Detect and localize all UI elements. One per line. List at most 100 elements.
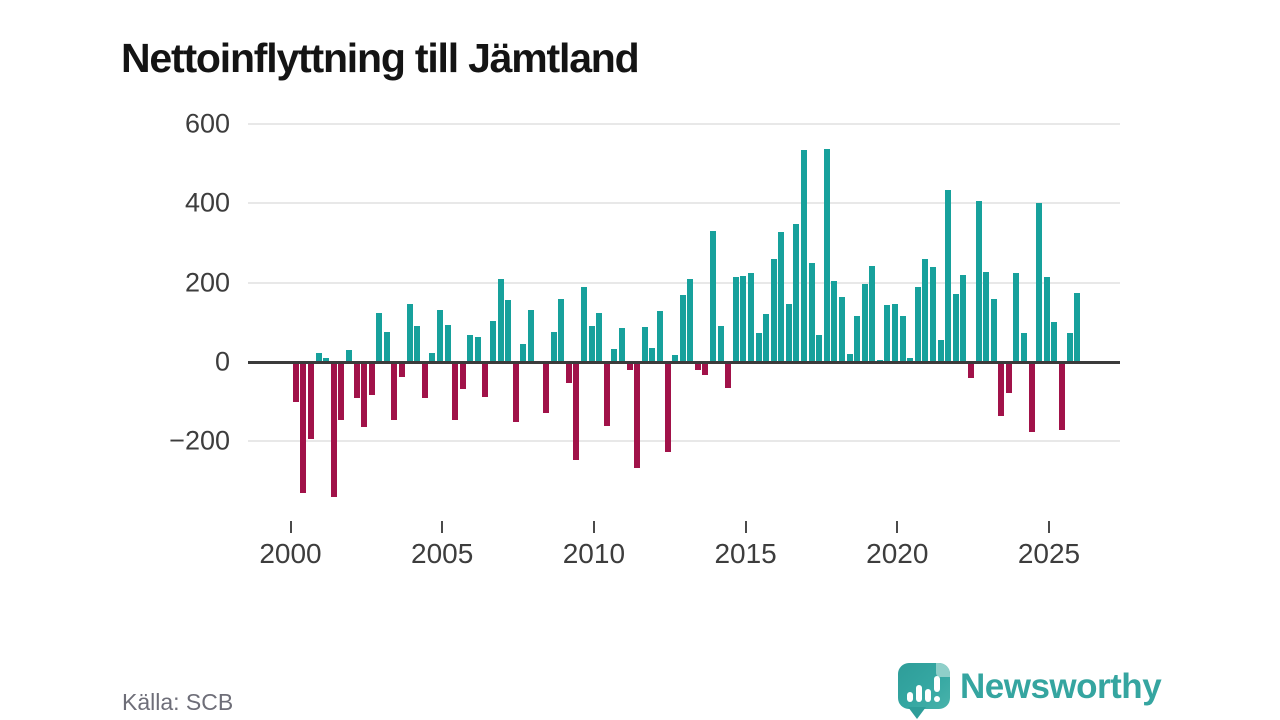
bar-2016-q3 xyxy=(793,224,800,362)
bar-2022-q1 xyxy=(960,274,967,362)
bar-2008-q3 xyxy=(550,331,557,362)
bar-2015-q4 xyxy=(770,259,777,362)
bar-2002-q3 xyxy=(368,362,375,395)
bar-2000-q3 xyxy=(308,362,314,440)
bar-2007-q4 xyxy=(527,310,534,362)
y-axis-label-0: 0 xyxy=(214,346,230,377)
bar-2001-q4 xyxy=(345,350,352,362)
x-axis-label-2015: 2015 xyxy=(714,538,777,569)
source-label: Källa: SCB xyxy=(122,689,234,715)
x-axis-label-2025: 2025 xyxy=(1017,538,1081,569)
bar-2007-q2 xyxy=(512,362,519,422)
bar-2013-q3 xyxy=(702,362,709,375)
bar-2003-q4 xyxy=(406,303,413,362)
bar-2010-q2 xyxy=(603,362,610,426)
bar-2012-q4 xyxy=(679,295,686,362)
x-axis-label-2000: 2000 xyxy=(259,538,322,569)
x-axis-label-2010: 2010 xyxy=(562,538,626,569)
bar-2012-q3 xyxy=(672,354,678,362)
bar-2008-q2 xyxy=(543,362,550,413)
bar-2023-q3 xyxy=(1005,362,1012,393)
bar-2002-q1 xyxy=(353,362,360,398)
bar-2011-q3 xyxy=(641,326,648,362)
bar-2021-q2 xyxy=(937,339,944,362)
bar-2006-q3 xyxy=(490,321,496,362)
bar-2003-q2 xyxy=(391,362,398,420)
bar-2021-q4 xyxy=(952,294,959,362)
bar-2006-q1 xyxy=(474,336,481,362)
bar-2018-q4 xyxy=(861,283,868,362)
bar-2016-q4 xyxy=(801,150,807,362)
bar-2022-q3 xyxy=(975,200,982,362)
x-tick-2005 xyxy=(441,521,444,533)
bar-2019-q1 xyxy=(869,266,876,362)
bar-2003-q1 xyxy=(383,331,390,362)
bar-2002-q4 xyxy=(376,313,383,362)
bar-2008-q4 xyxy=(558,298,565,362)
bar-2009-q4 xyxy=(588,325,595,362)
bar-2015-q2 xyxy=(755,333,762,362)
bar-2003-q3 xyxy=(399,362,405,377)
bar-2017-q2 xyxy=(816,334,823,362)
bar-2001-q2 xyxy=(330,362,337,497)
bar-2021-q1 xyxy=(929,267,936,362)
bar-2007-q3 xyxy=(520,344,527,362)
bar-2021-q3 xyxy=(945,189,952,362)
bar-2014-q3 xyxy=(732,277,739,362)
bar-2023-q1 xyxy=(990,299,997,362)
bar-2004-q3 xyxy=(429,352,436,362)
bar-2016-q1 xyxy=(778,231,785,362)
gridline-200 xyxy=(248,281,1120,284)
bar-2020-q2 xyxy=(907,357,914,362)
bar-2013-q4 xyxy=(710,230,716,362)
bar-2004-q2 xyxy=(421,362,428,399)
bar-2006-q4 xyxy=(497,279,504,362)
bar-2025-q2 xyxy=(1058,362,1065,431)
bar-2000-q2 xyxy=(300,362,307,493)
bar-2001-q1 xyxy=(323,358,330,362)
bar-2005-q1 xyxy=(444,325,451,362)
bar-2018-q3 xyxy=(854,315,861,362)
bar-2020-q4 xyxy=(922,259,929,362)
bar-2017-q3 xyxy=(823,148,830,362)
bar-2002-q2 xyxy=(361,362,368,428)
bar-2024-q4 xyxy=(1043,277,1050,362)
newsworthy-wordmark: Newsworthy xyxy=(960,667,1162,706)
bar-2020-q1 xyxy=(899,316,906,362)
bar-2016-q2 xyxy=(785,303,792,362)
y-axis-label-200: 200 xyxy=(184,267,230,298)
bar-2005-q3 xyxy=(459,362,466,389)
bar-2009-q1 xyxy=(565,362,572,383)
bar-2014-q4 xyxy=(740,276,747,362)
y-axis-label-400: 400 xyxy=(184,187,230,218)
bar-2025-q1 xyxy=(1051,321,1058,362)
bar-2010-q4 xyxy=(619,327,625,362)
bar-2001-q3 xyxy=(338,362,345,420)
logo-bar-3 xyxy=(925,688,931,702)
newsworthy-logo: Newsworthy xyxy=(898,658,1162,719)
x-tick-2000 xyxy=(289,521,292,533)
bar-2018-q1 xyxy=(838,297,845,362)
logo-exclamation-dot xyxy=(934,695,940,702)
bar-2018-q2 xyxy=(846,353,853,362)
bar-2006-q2 xyxy=(482,362,489,397)
bar-2010-q3 xyxy=(611,348,618,362)
x-axis-label-2020: 2020 xyxy=(866,538,929,569)
bar-2013-q1 xyxy=(687,278,694,362)
bar-2004-q4 xyxy=(436,309,443,362)
logo-bar-1 xyxy=(907,691,913,702)
bar-2009-q2 xyxy=(573,362,580,460)
bar-2010-q1 xyxy=(596,313,603,362)
chart-title: Nettoinflyttning till Jämtland xyxy=(121,35,640,82)
bar-2025-q3 xyxy=(1066,333,1073,362)
logo-bar-2 xyxy=(916,684,922,702)
y-axis-label--200: −200 xyxy=(169,425,230,456)
gridline-600 xyxy=(248,123,1120,126)
bar-2019-q4 xyxy=(892,303,898,362)
bar-2009-q3 xyxy=(581,287,587,362)
bar-2019-q3 xyxy=(884,305,891,362)
bar-2007-q1 xyxy=(505,299,512,362)
bar-2024-q3 xyxy=(1036,202,1043,362)
newsworthy-bubble-icon xyxy=(898,662,950,719)
bar-2011-q1 xyxy=(626,362,633,370)
